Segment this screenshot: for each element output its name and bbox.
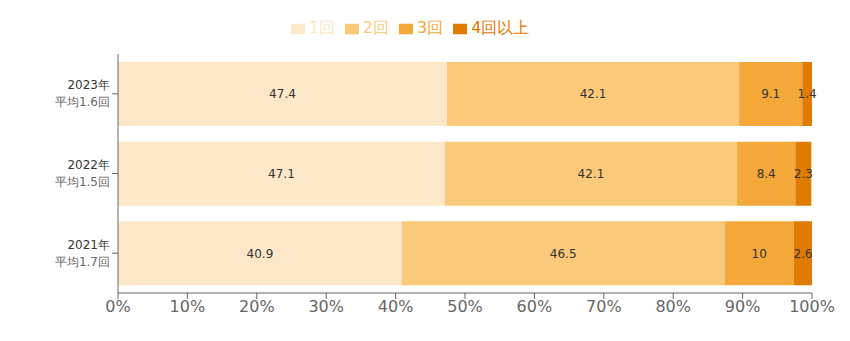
svg-text:47.1: 47.1 (268, 167, 295, 181)
html-text:1回: 1回 (308, 18, 335, 37)
svg-text:2.6: 2.6 (793, 247, 812, 261)
svg-text:42.1: 42.1 (580, 87, 607, 101)
svg-text:60%: 60% (517, 297, 553, 316)
svg-text:47.4: 47.4 (269, 87, 296, 101)
svg-text:2021年: 2021年 (67, 238, 110, 252)
svg-text:42.1: 42.1 (578, 167, 605, 181)
svg-text:80%: 80% (655, 297, 691, 316)
html-text:2回: 2回 (362, 18, 389, 37)
svg-text:平均1.5回: 平均1.5回 (55, 175, 110, 189)
svg-text:90%: 90% (725, 297, 761, 316)
svg-text:50%: 50% (447, 297, 483, 316)
svg-text:2.3: 2.3 (794, 167, 813, 181)
svg-text:2023年: 2023年 (67, 78, 110, 92)
svg-text:9.1: 9.1 (761, 87, 780, 101)
svg-text:70%: 70% (586, 297, 622, 316)
svg-text:10%: 10% (170, 297, 206, 316)
svg-text:平均1.6回: 平均1.6回 (55, 95, 110, 109)
svg-text:30%: 30% (308, 297, 344, 316)
svg-text:平均1.7回: 平均1.7回 (55, 255, 110, 269)
svg-text:8.4: 8.4 (757, 167, 776, 181)
html-text:3回: 3回 (417, 18, 444, 37)
svg-text:0%: 0% (105, 297, 130, 316)
svg-text:100%: 100% (789, 297, 835, 316)
svg-text:46.5: 46.5 (550, 247, 577, 261)
svg-text:2022年: 2022年 (67, 158, 110, 172)
html-text:4回以上: 4回以上 (471, 18, 530, 37)
svg-text:40%: 40% (378, 297, 414, 316)
svg-text:20%: 20% (239, 297, 275, 316)
svg-text:1.4: 1.4 (798, 87, 817, 101)
svg-text:40.9: 40.9 (247, 247, 274, 261)
svg-text:10: 10 (752, 247, 767, 261)
